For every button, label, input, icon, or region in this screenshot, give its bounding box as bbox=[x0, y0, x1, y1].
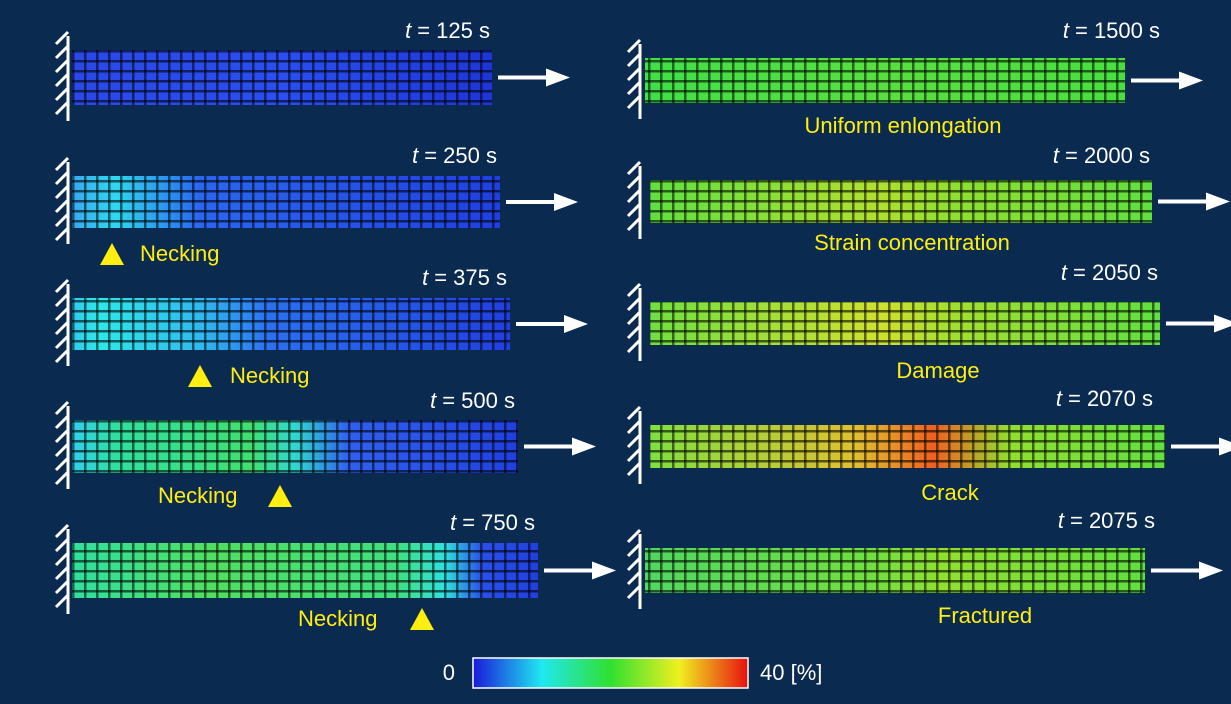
time-value: = 2000 s bbox=[1065, 143, 1150, 168]
annotation: Necking bbox=[140, 241, 219, 266]
time-variable: t bbox=[405, 18, 412, 43]
annotation: Crack bbox=[921, 480, 979, 505]
mesh bbox=[72, 50, 492, 105]
time-variable: t bbox=[412, 143, 419, 168]
mesh bbox=[645, 548, 1145, 593]
annotation: Necking bbox=[158, 483, 237, 508]
annotation: Necking bbox=[230, 363, 309, 388]
time-label: t= 375 s bbox=[422, 265, 507, 290]
mesh bbox=[650, 180, 1152, 223]
mesh bbox=[72, 176, 500, 228]
time-value: = 500 s bbox=[442, 388, 515, 413]
mesh bbox=[650, 425, 1165, 468]
time-value: = 1500 s bbox=[1075, 18, 1160, 43]
time-label: t= 1500 s bbox=[1063, 18, 1160, 43]
time-variable: t bbox=[1063, 18, 1070, 43]
annotation: Uniform enlongation bbox=[805, 113, 1002, 138]
background bbox=[0, 0, 1231, 704]
annotation: Strain concentration bbox=[814, 230, 1010, 255]
time-label: t= 125 s bbox=[405, 18, 490, 43]
time-variable: t bbox=[1053, 143, 1060, 168]
time-value: = 2075 s bbox=[1070, 508, 1155, 533]
mesh bbox=[72, 420, 518, 473]
annotation: Fractured bbox=[938, 603, 1032, 628]
time-variable: t bbox=[1058, 508, 1065, 533]
time-variable: t bbox=[422, 265, 429, 290]
time-variable: t bbox=[430, 388, 437, 413]
time-label: t= 2050 s bbox=[1061, 260, 1158, 285]
mesh bbox=[645, 58, 1125, 103]
time-variable: t bbox=[1061, 260, 1068, 285]
time-label: t= 2070 s bbox=[1056, 386, 1153, 411]
figure: 0 40 [%] t= 125 st= 250 sNeckingt= 375 s… bbox=[0, 0, 1231, 704]
time-value: = 125 s bbox=[417, 18, 490, 43]
colorbar-min: 0 bbox=[443, 660, 455, 685]
mesh bbox=[72, 298, 510, 350]
colorbar bbox=[473, 658, 748, 688]
time-label: t= 750 s bbox=[450, 510, 535, 535]
time-value: = 250 s bbox=[424, 143, 497, 168]
colorbar-max: 40 [%] bbox=[760, 660, 822, 685]
annotation: Necking bbox=[298, 606, 377, 631]
time-value: = 2070 s bbox=[1068, 386, 1153, 411]
time-variable: t bbox=[450, 510, 457, 535]
time-label: t= 500 s bbox=[430, 388, 515, 413]
time-label: t= 250 s bbox=[412, 143, 497, 168]
time-variable: t bbox=[1056, 386, 1063, 411]
time-value: = 2050 s bbox=[1073, 260, 1158, 285]
mesh bbox=[650, 302, 1160, 345]
time-value: = 750 s bbox=[462, 510, 535, 535]
time-label: t= 2075 s bbox=[1058, 508, 1155, 533]
time-label: t= 2000 s bbox=[1053, 143, 1150, 168]
time-value: = 375 s bbox=[434, 265, 507, 290]
annotation: Damage bbox=[896, 358, 979, 383]
mesh bbox=[72, 543, 538, 598]
